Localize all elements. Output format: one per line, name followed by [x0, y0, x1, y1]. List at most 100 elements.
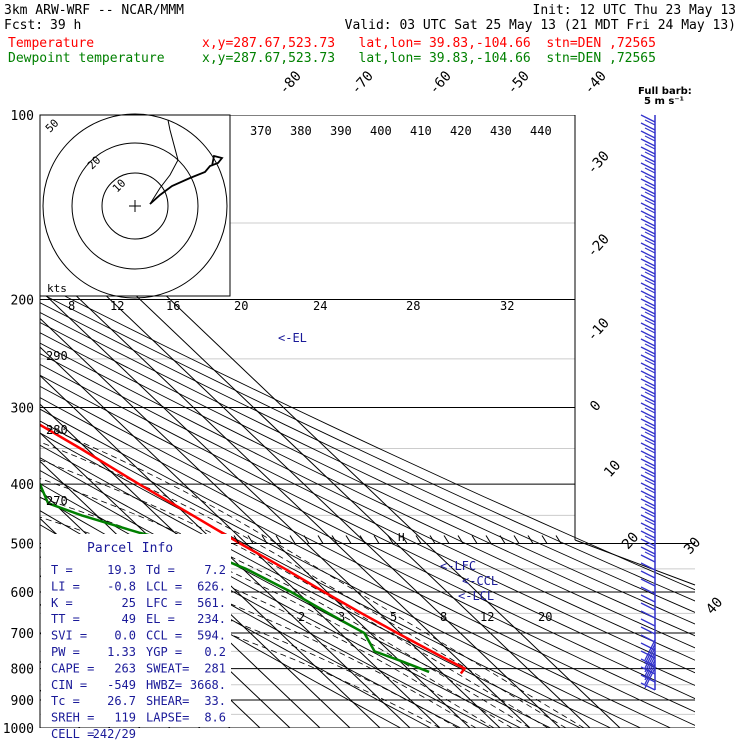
- wind-barb: [644, 127, 656, 134]
- wind-barb: [640, 338, 656, 347]
- dewpoint-profile: [40, 482, 430, 674]
- wind-barb: [644, 643, 656, 665]
- wind-barb: [640, 466, 656, 475]
- wind-barb: [640, 570, 656, 579]
- parcel-param-label: LAPSE=: [146, 711, 189, 725]
- mixing-ratio-label: 16: [166, 299, 180, 313]
- wind-barb: [640, 250, 656, 259]
- mixing-ratio-label: 28: [406, 299, 420, 313]
- mixing-ratio-label: 8: [440, 610, 447, 624]
- wind-barb: [644, 247, 656, 254]
- wind-barb: [644, 639, 656, 661]
- wind-barb: [640, 618, 656, 627]
- mixing-ratio-label: 3: [338, 610, 345, 624]
- wind-barb: [640, 226, 656, 235]
- parcel-param-value: 242/29: [93, 727, 136, 740]
- wind-barb: [640, 314, 656, 323]
- parcel-param-value: 626.: [197, 579, 226, 593]
- cape-hatch: [247, 535, 254, 544]
- mixing-ratio-label: 12: [110, 299, 124, 313]
- theta-label: 280: [46, 423, 68, 437]
- wind-barb: [640, 474, 656, 483]
- mixing-ratio-label: 20: [538, 610, 552, 624]
- wind-barb: [644, 143, 656, 150]
- isotherm: [40, 260, 531, 728]
- wind-barb: [644, 255, 656, 262]
- wind-barb: [640, 602, 656, 611]
- parcel-param-label: CCL =: [146, 629, 182, 643]
- hodograph-units: kts: [47, 282, 67, 295]
- isotherm-label: 10: [601, 457, 624, 480]
- hodograph-ring: [101, 172, 169, 240]
- init-time: Init: 12 UTC Thu 23 May 13: [532, 3, 737, 18]
- wind-barb: [644, 479, 656, 486]
- isotherm: [40, 289, 501, 728]
- wind-barb: [640, 242, 656, 251]
- wind-barb: [644, 223, 656, 230]
- wind-barb: [644, 151, 656, 158]
- dry-adiabat: [40, 432, 611, 728]
- wind-barb: [644, 263, 656, 270]
- barb-key-title: Full barb:: [638, 86, 692, 97]
- parcel-param-label: LFC =: [146, 596, 182, 610]
- lfc-marker: <-LFC: [440, 559, 476, 573]
- parcel-param-value: 25: [122, 596, 136, 610]
- parcel-param-value: 119: [114, 711, 136, 725]
- wind-barb: [640, 402, 656, 411]
- theta-label: 370: [250, 124, 272, 138]
- cape-hatch: [415, 535, 422, 544]
- wind-barb: [644, 455, 656, 462]
- moist-adiabat: [40, 459, 549, 728]
- parcel-param-value: 1.33: [107, 645, 136, 659]
- moist-adiabat: [40, 424, 585, 728]
- parcel-param-label: CAPE =: [51, 661, 94, 675]
- wind-barb: [640, 234, 656, 243]
- wind-barb: [644, 191, 656, 198]
- wind-barb: [644, 391, 656, 398]
- wind-barb: [644, 311, 656, 318]
- wind-barb: [644, 487, 656, 494]
- wind-barb: [644, 351, 656, 358]
- wind-barb: [644, 407, 656, 414]
- wind-barb: [644, 543, 656, 550]
- cape-hatch: [331, 535, 338, 544]
- wind-barb: [640, 218, 656, 227]
- theta-label: 430: [490, 124, 512, 138]
- parcel-param-value: -0.8: [107, 579, 136, 593]
- cape-hatch: [317, 535, 324, 544]
- cape-hatch: [471, 535, 478, 544]
- wind-barb: [644, 439, 656, 446]
- pressure-tick-label: 700: [11, 627, 34, 642]
- parcel-param-value: 561.: [197, 596, 226, 610]
- wind-barb: [640, 274, 656, 283]
- parcel-param-value: 26.7: [107, 694, 136, 708]
- pressure-tick-label: 1000: [3, 722, 34, 737]
- wind-barb: [640, 482, 656, 491]
- wind-barb: [644, 415, 656, 422]
- wind-barb: [644, 231, 656, 238]
- wind-barb: [640, 538, 656, 547]
- cape-hatch: [457, 535, 464, 544]
- wind-barb: [644, 463, 656, 470]
- wind-barb: [640, 370, 656, 379]
- pressure-tick-label: 300: [11, 401, 34, 416]
- wind-barb: [644, 659, 656, 681]
- wind-barb: [640, 122, 656, 131]
- wind-barb: [644, 655, 656, 677]
- wind-barb: [640, 154, 656, 163]
- wind-barb: [644, 447, 656, 454]
- moist-adiabat: [40, 497, 513, 728]
- dry-adiabat: [40, 444, 581, 728]
- parcel-param-label: SWEAT=: [146, 661, 189, 675]
- wind-barb: [640, 682, 656, 691]
- wind-barb: [640, 306, 656, 315]
- cape-hatch: [233, 535, 240, 544]
- moist-adiabat: [40, 516, 495, 728]
- valid-time: Valid: 03 UTC Sat 25 May 13 (21 MDT Fri …: [344, 18, 736, 33]
- mixing-ratio-label: 5: [390, 610, 397, 624]
- el-marker: <-EL: [278, 331, 307, 345]
- forecast-label: Fcst:: [4, 18, 44, 33]
- dry-adiabat: [40, 420, 641, 728]
- parcel-param-label: SVI =: [51, 629, 87, 643]
- model-title: 3km ARW-WRF -- NCAR/MMM: [4, 3, 185, 18]
